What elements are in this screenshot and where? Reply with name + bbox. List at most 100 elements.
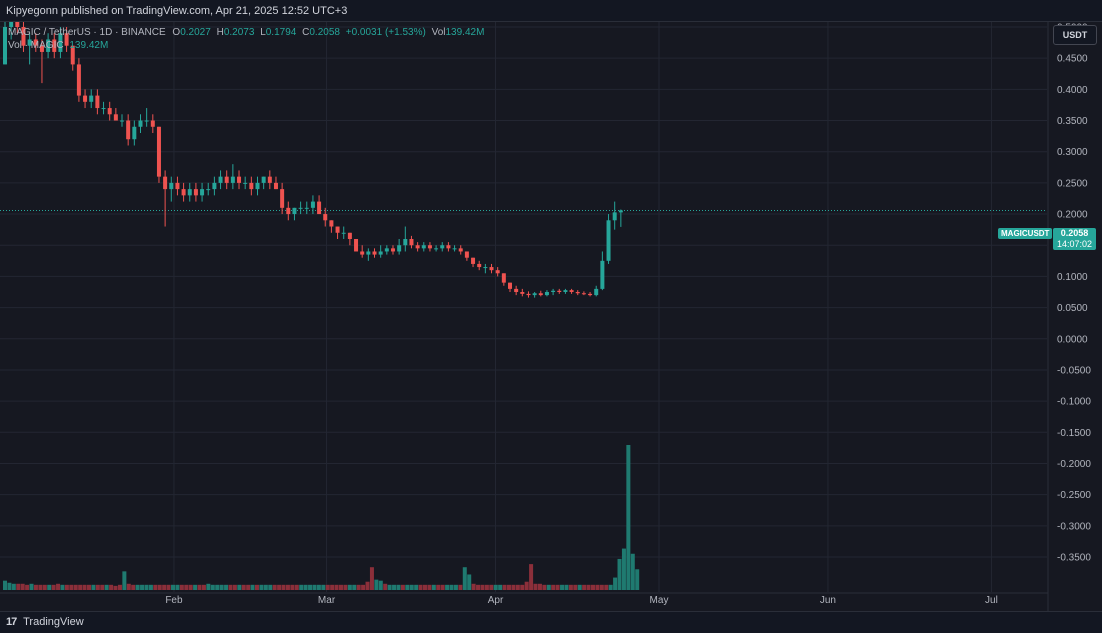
volume-bar: [506, 584, 511, 590]
candle-body: [39, 45, 44, 52]
volume-bar: [529, 564, 534, 590]
x-tick-label: Mar: [318, 595, 336, 606]
candle-body: [83, 95, 88, 102]
high-value: 0.2073: [223, 27, 255, 38]
volume-bar: [38, 584, 43, 590]
volume-bar: [285, 584, 290, 590]
volume-bar: [215, 584, 220, 590]
candle-body: [126, 120, 131, 140]
chart-background: [0, 22, 1102, 611]
candle-body: [618, 210, 623, 213]
volume-bar: [449, 584, 454, 590]
candle-body: [237, 176, 242, 183]
candle-body: [378, 251, 383, 255]
volume-bar: [250, 584, 255, 590]
volume-bar: [338, 584, 343, 590]
volume-study-label[interactable]: Vol · MAGIC: [8, 40, 64, 51]
volume-bar: [330, 584, 335, 590]
volume-bar: [16, 583, 21, 590]
volume-bar: [144, 584, 149, 590]
change-value: +0.0031 (+1.53%): [345, 27, 426, 38]
candle-body: [594, 288, 599, 296]
candle-body: [267, 176, 272, 183]
currency-unit-button[interactable]: USDT: [1053, 25, 1097, 45]
last-price-value: 0.2058: [1060, 228, 1089, 238]
candle-body: [64, 33, 69, 46]
volume-bar: [162, 584, 167, 590]
volume-bar: [321, 584, 326, 590]
price-chart[interactable]: 0.50000.45000.40000.35000.30000.25000.20…: [0, 22, 1102, 611]
volume-bar: [369, 567, 374, 590]
volume-bar: [599, 584, 604, 590]
volume-bar: [374, 579, 379, 590]
last-price-tag: 0.2058 14:07:02: [1053, 228, 1096, 250]
volume-bar: [595, 584, 600, 590]
candle-body: [304, 207, 309, 209]
candle-body: [58, 33, 63, 52]
volume-bar: [224, 584, 229, 590]
volume-bar: [201, 584, 206, 590]
candle-body: [495, 270, 500, 274]
volume-bar: [356, 584, 361, 590]
close-label: C: [302, 27, 310, 38]
candle-body: [46, 39, 51, 52]
candle-body: [163, 176, 168, 190]
candle-body: [150, 120, 155, 127]
volume-bar: [95, 584, 100, 590]
candle-body: [347, 232, 352, 239]
candle-body: [588, 293, 593, 296]
y-tick-label: 0.3500: [1057, 116, 1088, 127]
volume-bar: [29, 583, 34, 590]
volume-bar: [630, 553, 635, 590]
volume-bar: [537, 583, 542, 590]
volume-bar: [361, 584, 366, 590]
volume-bar: [277, 584, 282, 590]
volume-bar: [409, 584, 414, 590]
candle-body: [526, 293, 531, 296]
volume-bar: [91, 584, 96, 590]
candle-body: [501, 273, 506, 283]
volume-bar: [613, 577, 618, 590]
volume-bar: [263, 584, 268, 590]
candle-body: [9, 22, 14, 27]
volume-bar: [453, 584, 458, 590]
open-value: 0.2027: [180, 27, 211, 38]
volume-bar: [502, 584, 507, 590]
volume-bar: [422, 584, 427, 590]
volume-bar: [122, 571, 127, 590]
volume-bar: [604, 584, 609, 590]
volume-bar: [396, 584, 401, 590]
candle-body: [292, 207, 297, 215]
vol-label: Vol: [431, 27, 446, 38]
candle-body: [224, 176, 229, 183]
volume-bar: [259, 584, 264, 590]
volume-bar: [56, 583, 61, 590]
volume-bar: [228, 584, 233, 590]
candle-body: [507, 282, 512, 289]
volume-bar: [467, 574, 472, 590]
symbol-line[interactable]: MAGIC / TetherUS · 1D · BINANCE: [8, 27, 166, 38]
tradingview-footer: 17 TradingView: [0, 611, 1102, 633]
volume-bar: [25, 584, 30, 590]
volume-bar: [325, 584, 330, 590]
y-tick-label: 0.2000: [1057, 210, 1088, 221]
candle-body: [95, 95, 100, 109]
volume-bar: [109, 584, 114, 590]
candle-body: [33, 39, 38, 46]
candle-body: [15, 22, 20, 27]
volume-bar: [78, 584, 83, 590]
candle-body: [434, 248, 439, 250]
volume-bar: [117, 584, 122, 590]
candle-body: [514, 288, 519, 292]
volume-bar: [219, 584, 224, 590]
candle-body: [169, 182, 174, 190]
volume-bar: [42, 584, 47, 590]
volume-bar: [392, 584, 397, 590]
volume-bar: [431, 584, 436, 590]
candle-body: [187, 189, 192, 196]
volume-bar: [400, 584, 405, 590]
candle-body: [397, 245, 402, 252]
candle-body: [107, 108, 112, 115]
volume-bar: [299, 584, 304, 590]
volume-bar: [241, 584, 246, 590]
